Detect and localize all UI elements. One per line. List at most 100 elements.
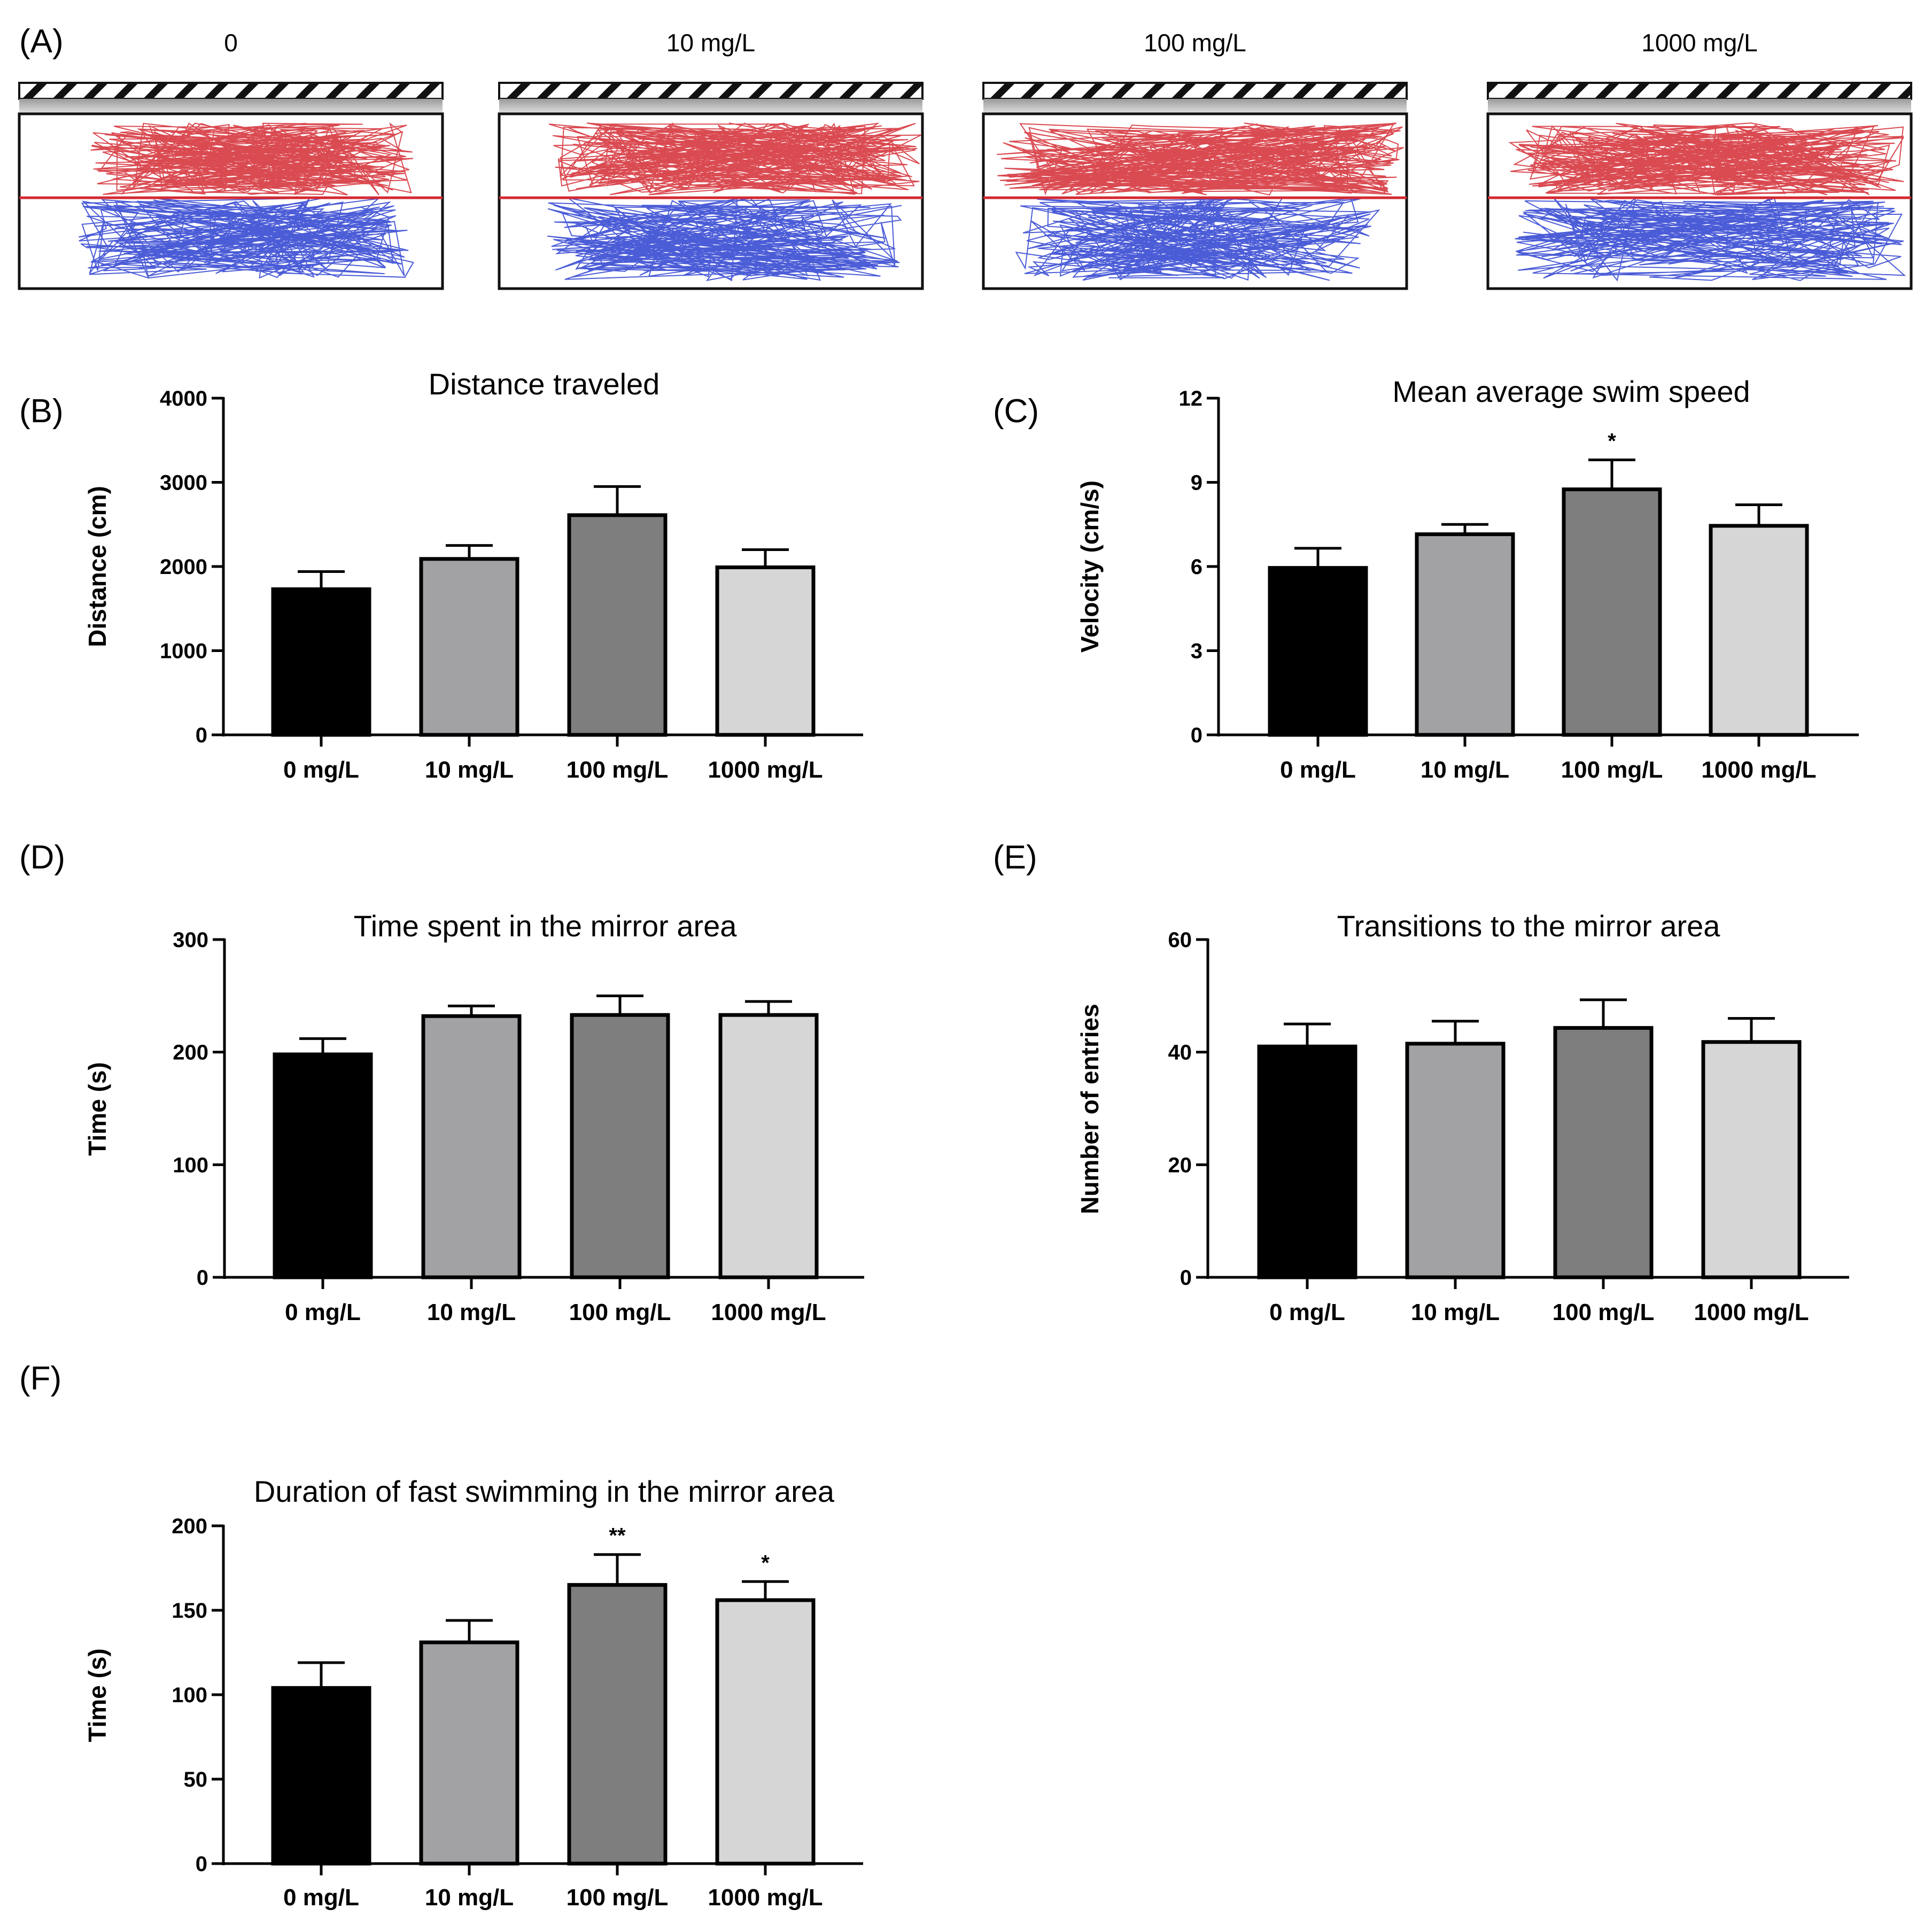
arena-1: 0 — [18, 29, 444, 290]
bar — [715, 1598, 816, 1866]
arena-title: 100 mg/L — [1144, 29, 1246, 57]
y-tick-label: 200 — [173, 1041, 208, 1065]
y-tick-label: 300 — [173, 928, 208, 952]
arena-4: 1000 mg/L — [1486, 29, 1913, 290]
x-tick-label: 10 mg/L — [1411, 1299, 1500, 1325]
trajectory-mirror-zone — [548, 122, 921, 196]
trajectory-other-zone — [1515, 197, 1906, 282]
chart-title: Transitions to the mirror area — [1337, 909, 1721, 943]
panel-label: (D) — [19, 839, 65, 876]
y-tick-label: 9 — [1191, 471, 1202, 495]
arena-title: 10 mg/L — [666, 29, 755, 57]
x-tick-label: 100 mg/L — [567, 1884, 669, 1911]
y-tick-label: 2000 — [160, 555, 207, 579]
bar — [715, 565, 816, 737]
bar — [419, 1640, 519, 1866]
x-tick-label: 100 mg/L — [567, 757, 669, 783]
panel-a: (A) 0 10 mg/L 100 mg/L 1000 mg/L — [18, 23, 1913, 290]
arena-tank — [982, 112, 1408, 290]
mirror-wall — [982, 82, 1408, 100]
chart-title: Mean average swim speed — [1392, 375, 1750, 408]
bar — [1405, 1042, 1506, 1279]
bar — [718, 1013, 819, 1279]
x-tick-label: 10 mg/L — [425, 1884, 514, 1911]
bar — [1415, 532, 1515, 737]
trajectory-other-zone — [79, 197, 414, 279]
x-tick-label: 10 mg/L — [425, 757, 514, 783]
chart-title: Time spent in the mirror area — [354, 909, 738, 943]
y-tick-label: 1000 — [160, 640, 207, 663]
y-tick-label: 20 — [1168, 1153, 1192, 1177]
mirror-wall — [498, 82, 924, 100]
mirror-surface — [499, 99, 922, 114]
panel-label: (C) — [993, 393, 1039, 430]
arena-2: 10 mg/L — [498, 29, 924, 290]
y-tick-label: 0 — [196, 1852, 207, 1876]
bar — [1553, 1026, 1654, 1279]
bar — [273, 1052, 373, 1279]
bar — [1709, 524, 1809, 737]
y-tick-label: 100 — [173, 1153, 208, 1177]
x-tick-label: 0 mg/L — [283, 757, 359, 783]
bar — [1701, 1040, 1802, 1279]
mirror-surface — [983, 99, 1407, 114]
y-tick-label: 3000 — [160, 471, 207, 495]
bar — [570, 1013, 670, 1279]
bar — [1562, 487, 1662, 737]
chart-e: (E) Transitions to the mirror area Number … — [993, 839, 1849, 1325]
y-tick-label: 100 — [172, 1683, 207, 1707]
x-tick-label: 1000 mg/L — [711, 1299, 826, 1325]
x-tick-label: 10 mg/L — [427, 1299, 516, 1325]
arena-tank — [18, 112, 444, 290]
chart-d: (D) Time spent in the mirror area Time (s)… — [19, 839, 864, 1325]
panel-a-label: (A) — [19, 23, 64, 60]
x-tick-label: 1000 mg/L — [708, 1884, 823, 1911]
arena-title: 0 — [224, 29, 238, 57]
bar — [1268, 566, 1368, 737]
y-axis-label: Time (s) — [83, 1648, 111, 1742]
trajectory-mirror-zone — [90, 122, 414, 196]
bar — [419, 557, 519, 737]
panel-label: (E) — [993, 839, 1037, 876]
x-tick-label: 0 mg/L — [283, 1884, 359, 1911]
arena-tank — [1486, 112, 1913, 290]
y-tick-label: 0 — [196, 724, 207, 747]
bar — [421, 1014, 522, 1279]
significance-marker: * — [1608, 430, 1616, 453]
y-tick-label: 3 — [1191, 640, 1202, 663]
y-axis-label: Number of entries — [1076, 1004, 1104, 1214]
x-tick-label: 10 mg/L — [1421, 757, 1509, 783]
trajectory-mirror-zone — [997, 122, 1404, 196]
y-tick-label: 150 — [172, 1599, 207, 1623]
bar — [567, 1583, 668, 1866]
chart-title: Distance traveled — [429, 367, 660, 401]
y-axis-label: Time (s) — [83, 1062, 111, 1156]
chart-f: (F) Duration of fast swimming in the mirr… — [19, 1360, 863, 1911]
y-tick-label: 0 — [197, 1266, 208, 1290]
x-tick-label: 100 mg/L — [1561, 757, 1663, 783]
y-tick-label: 40 — [1168, 1041, 1192, 1065]
x-tick-label: 1000 mg/L — [1701, 757, 1816, 783]
mirror-wall — [18, 82, 444, 100]
x-tick-label: 0 mg/L — [1269, 1299, 1345, 1325]
bar — [567, 513, 668, 737]
panel-label: (F) — [19, 1360, 61, 1397]
y-tick-label: 12 — [1179, 387, 1203, 410]
trajectory-mirror-zone — [1508, 122, 1905, 196]
significance-marker: * — [761, 1551, 770, 1574]
bar — [271, 1686, 371, 1866]
mirror-surface — [1488, 99, 1911, 114]
arena-title: 1000 mg/L — [1641, 29, 1757, 57]
mirror-surface — [19, 99, 443, 114]
y-tick-label: 50 — [184, 1768, 208, 1791]
y-axis-label: Velocity (cm/s) — [1076, 480, 1104, 653]
y-tick-label: 4000 — [160, 387, 207, 410]
x-tick-label: 1000 mg/L — [708, 757, 823, 783]
mirror-wall — [1487, 82, 1912, 100]
x-tick-label: 100 mg/L — [569, 1299, 671, 1325]
arena-tank — [498, 112, 924, 290]
chart-b: (B) Distance traveled Distance (cm) 0 1000 20… — [19, 367, 863, 783]
significance-marker: ** — [609, 1524, 626, 1548]
